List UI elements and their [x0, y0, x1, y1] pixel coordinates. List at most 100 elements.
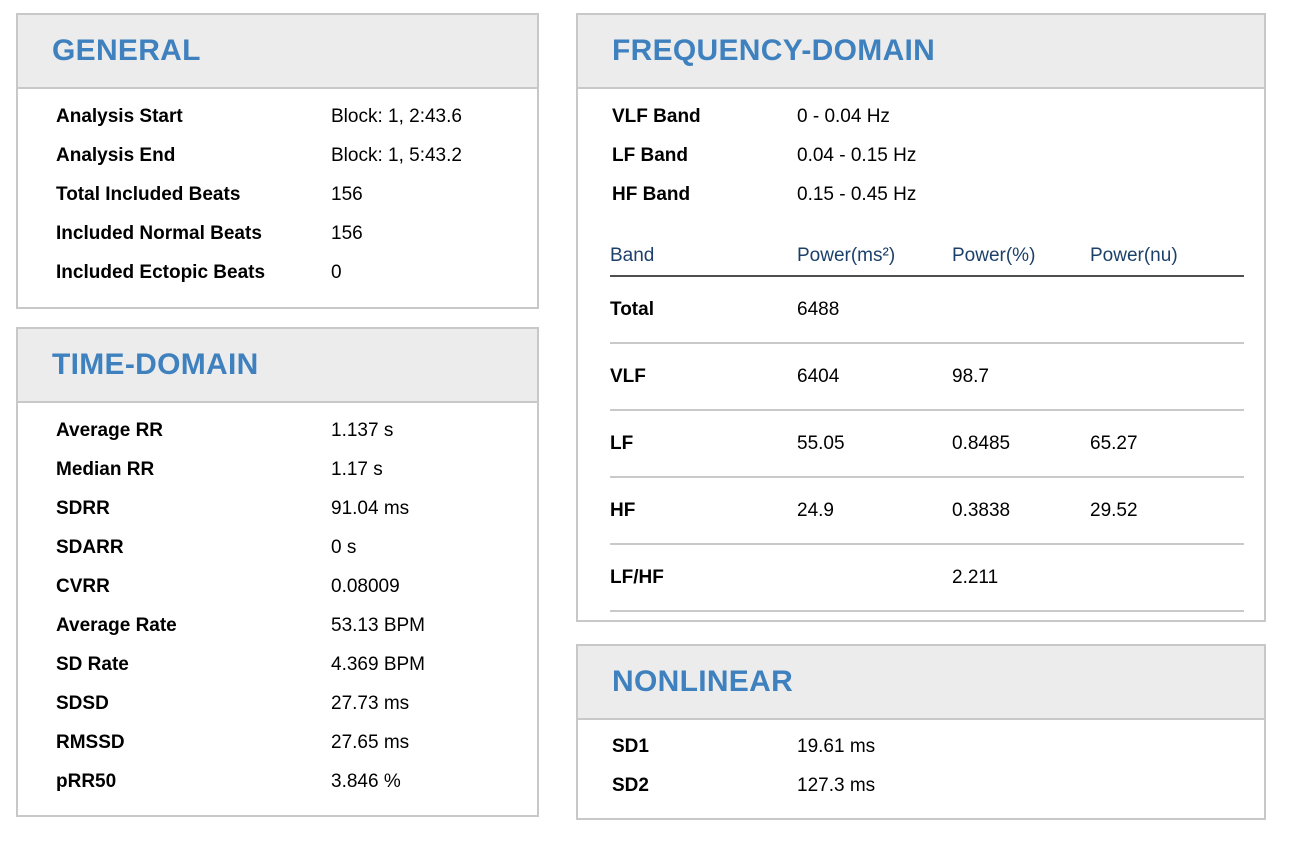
- cell-power-nu: 29.52: [1090, 499, 1138, 521]
- general-panel-title: GENERAL: [52, 34, 201, 67]
- nonlinear-row: SD1 19.61 ms: [578, 727, 1264, 766]
- time-domain-row: SDSD 27.73 ms: [18, 684, 537, 723]
- cell-power-ms2: 6404: [797, 365, 840, 387]
- cell-power-nu: 65.27: [1090, 432, 1138, 454]
- time-domain-row-value: 0.08009: [331, 575, 400, 597]
- time-domain-row: CVRR 0.08009: [18, 567, 537, 606]
- cell-band: VLF: [610, 365, 646, 387]
- cell-power-ms2: 24.9: [797, 499, 834, 521]
- time-domain-row-value: 4.369 BPM: [331, 653, 425, 675]
- band-definition-label: VLF Band: [612, 105, 701, 127]
- time-domain-row: SDRR 91.04 ms: [18, 489, 537, 528]
- time-domain-row-label: SDRR: [56, 497, 110, 519]
- time-domain-row-value: 1.17 s: [331, 458, 383, 480]
- time-domain-row-value: 27.65 ms: [331, 731, 410, 753]
- time-domain-row: RMSSD 27.65 ms: [18, 723, 537, 762]
- general-row: Total Included Beats 156: [18, 175, 537, 214]
- column-header-band: Band: [610, 244, 655, 266]
- band-power-table-header: Band Power(ms²) Power(%) Power(nu): [610, 236, 1244, 277]
- cell-band: Total: [610, 298, 654, 320]
- general-panel: GENERAL Analysis Start Block: 1, 2:43.6 …: [16, 13, 539, 309]
- general-row-value: 156: [331, 183, 363, 205]
- general-row-label: Analysis Start: [56, 105, 183, 127]
- frequency-band-definitions: VLF Band 0 - 0.04 Hz LF Band 0.04 - 0.15…: [578, 89, 1264, 214]
- time-domain-row-value: 0 s: [331, 536, 357, 558]
- frequency-domain-panel-body: VLF Band 0 - 0.04 Hz LF Band 0.04 - 0.15…: [578, 89, 1264, 612]
- general-row-value: Block: 1, 2:43.6: [331, 105, 462, 127]
- nonlinear-panel-header: NONLINEAR: [578, 646, 1264, 720]
- band-definition-label: LF Band: [612, 144, 688, 166]
- nonlinear-row-label: SD2: [612, 774, 649, 796]
- column-header-power-nu: Power(nu): [1090, 244, 1178, 266]
- cell-power-pct: 0.3838: [952, 499, 1011, 521]
- time-domain-row-label: RMSSD: [56, 731, 125, 753]
- time-domain-row-label: CVRR: [56, 575, 110, 597]
- band-definition-value: 0.04 - 0.15 Hz: [797, 144, 917, 166]
- nonlinear-panel-title: NONLINEAR: [612, 665, 794, 698]
- frequency-domain-panel-header: FREQUENCY-DOMAIN: [578, 15, 1264, 89]
- general-row: Included Ectopic Beats 0: [18, 253, 537, 292]
- nonlinear-panel: NONLINEAR SD1 19.61 ms SD2 127.3 ms: [576, 644, 1266, 820]
- cell-band: HF: [610, 499, 636, 521]
- time-domain-row-value: 27.73 ms: [331, 692, 410, 714]
- nonlinear-row-label: SD1: [612, 735, 649, 757]
- time-domain-row-value: 91.04 ms: [331, 497, 410, 519]
- time-domain-panel-body: Average RR 1.137 s Median RR 1.17 s SDRR…: [18, 403, 537, 801]
- table-row-hf: HF 24.9 0.3838 29.52: [610, 478, 1244, 545]
- time-domain-panel-header: TIME-DOMAIN: [18, 329, 537, 403]
- general-row-value: Block: 1, 5:43.2: [331, 144, 462, 166]
- band-power-table: Band Power(ms²) Power(%) Power(nu) Total…: [610, 236, 1244, 612]
- time-domain-row: pRR50 3.846 %: [18, 762, 537, 801]
- general-row-label: Included Normal Beats: [56, 222, 262, 244]
- band-definition-value: 0 - 0.04 Hz: [797, 105, 890, 127]
- column-header-power-pct: Power(%): [952, 244, 1036, 266]
- time-domain-row-label: Median RR: [56, 458, 155, 480]
- frequency-domain-panel-title: FREQUENCY-DOMAIN: [612, 34, 936, 67]
- band-definition-row: HF Band 0.15 - 0.45 Hz: [578, 175, 1264, 214]
- table-row-lf: LF 55.05 0.8485 65.27: [610, 411, 1244, 478]
- general-row: Analysis Start Block: 1, 2:43.6: [18, 97, 537, 136]
- time-domain-row: SDARR 0 s: [18, 528, 537, 567]
- cell-band: LF: [610, 432, 634, 454]
- time-domain-row: Median RR 1.17 s: [18, 450, 537, 489]
- time-domain-row-label: SDSD: [56, 692, 109, 714]
- nonlinear-row-value: 127.3 ms: [797, 774, 876, 796]
- cell-power-ms2: 55.05: [797, 432, 845, 454]
- nonlinear-panel-body: SD1 19.61 ms SD2 127.3 ms: [578, 720, 1264, 805]
- general-panel-body: Analysis Start Block: 1, 2:43.6 Analysis…: [18, 89, 537, 292]
- time-domain-row: SD Rate 4.369 BPM: [18, 645, 537, 684]
- time-domain-row-value: 53.13 BPM: [331, 614, 425, 636]
- general-row-value: 0: [331, 261, 342, 283]
- time-domain-row: Average RR 1.137 s: [18, 411, 537, 450]
- cell-power-pct: 0.8485: [952, 432, 1011, 454]
- general-row-label: Included Ectopic Beats: [56, 261, 266, 283]
- time-domain-row-label: Average RR: [56, 419, 164, 441]
- time-domain-row-label: SD Rate: [56, 653, 129, 675]
- time-domain-panel-title: TIME-DOMAIN: [52, 348, 259, 381]
- general-row: Included Normal Beats 156: [18, 214, 537, 253]
- table-row-total: Total 6488: [610, 277, 1244, 344]
- nonlinear-row-value: 19.61 ms: [797, 735, 876, 757]
- nonlinear-row: SD2 127.3 ms: [578, 766, 1264, 805]
- cell-power-pct: 98.7: [952, 365, 989, 387]
- time-domain-row-value: 3.846 %: [331, 770, 401, 792]
- table-row-vlf: VLF 6404 98.7: [610, 344, 1244, 411]
- table-row-lf-hf-ratio: LF/HF 2.211: [610, 545, 1244, 612]
- band-definition-row: LF Band 0.04 - 0.15 Hz: [578, 136, 1264, 175]
- general-row-label: Analysis End: [56, 144, 176, 166]
- general-row: Analysis End Block: 1, 5:43.2: [18, 136, 537, 175]
- time-domain-row-label: pRR50: [56, 770, 117, 792]
- column-header-power-ms2: Power(ms²): [797, 244, 896, 266]
- time-domain-panel: TIME-DOMAIN Average RR 1.137 s Median RR…: [16, 327, 539, 817]
- time-domain-row-label: Average Rate: [56, 614, 177, 636]
- time-domain-row-label: SDARR: [56, 536, 124, 558]
- time-domain-row-value: 1.137 s: [331, 419, 394, 441]
- cell-power-pct: 2.211: [952, 566, 999, 588]
- general-panel-header: GENERAL: [18, 15, 537, 89]
- band-definition-label: HF Band: [612, 183, 691, 205]
- band-definition-value: 0.15 - 0.45 Hz: [797, 183, 917, 205]
- general-row-value: 156: [331, 222, 363, 244]
- band-definition-row: VLF Band 0 - 0.04 Hz: [578, 97, 1264, 136]
- cell-band: LF/HF: [610, 566, 664, 588]
- general-row-label: Total Included Beats: [56, 183, 241, 205]
